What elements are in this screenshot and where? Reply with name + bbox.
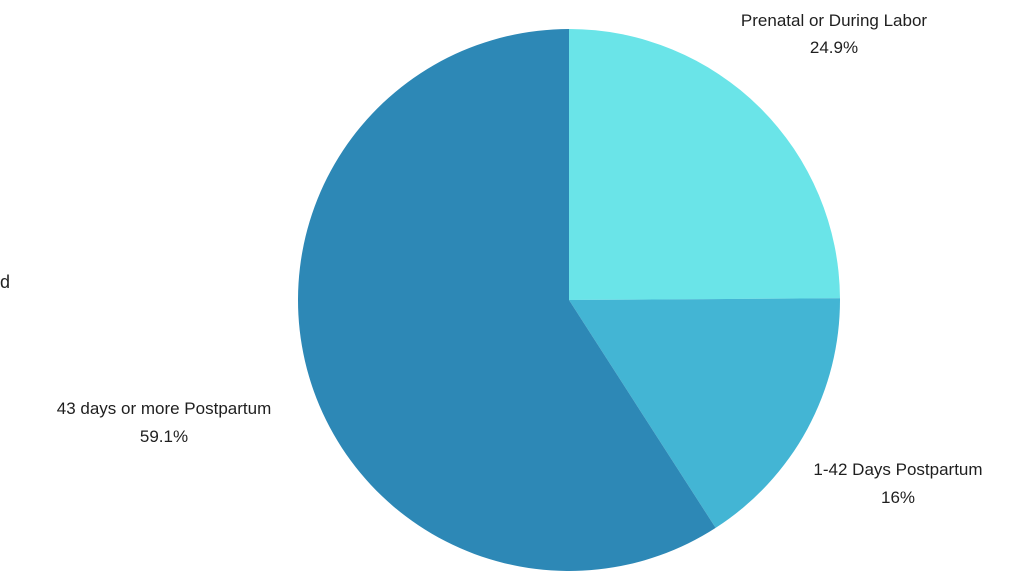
slice-category-label: 43 days or more Postpartum bbox=[57, 399, 271, 418]
slice-value-label: 59.1% bbox=[140, 427, 188, 446]
slice-value-label: 24.9% bbox=[810, 38, 858, 57]
pie-slice-43-days-or-more-postpartum bbox=[298, 29, 716, 571]
slice-value-label: 16% bbox=[881, 488, 915, 507]
slice-category-label: 1-42 Days Postpartum bbox=[813, 460, 982, 479]
pie-slice-prenatal-or-during-labor bbox=[569, 29, 840, 300]
pie-slices bbox=[298, 29, 840, 571]
truncated-left-text: d bbox=[0, 272, 11, 292]
slice-category-label: Prenatal or During Labor bbox=[741, 11, 928, 30]
slice-labels: Prenatal or During Labor 24.9% 1-42 Days P… bbox=[57, 11, 983, 507]
pie-slice-1-42-days-postpartum bbox=[569, 298, 840, 528]
